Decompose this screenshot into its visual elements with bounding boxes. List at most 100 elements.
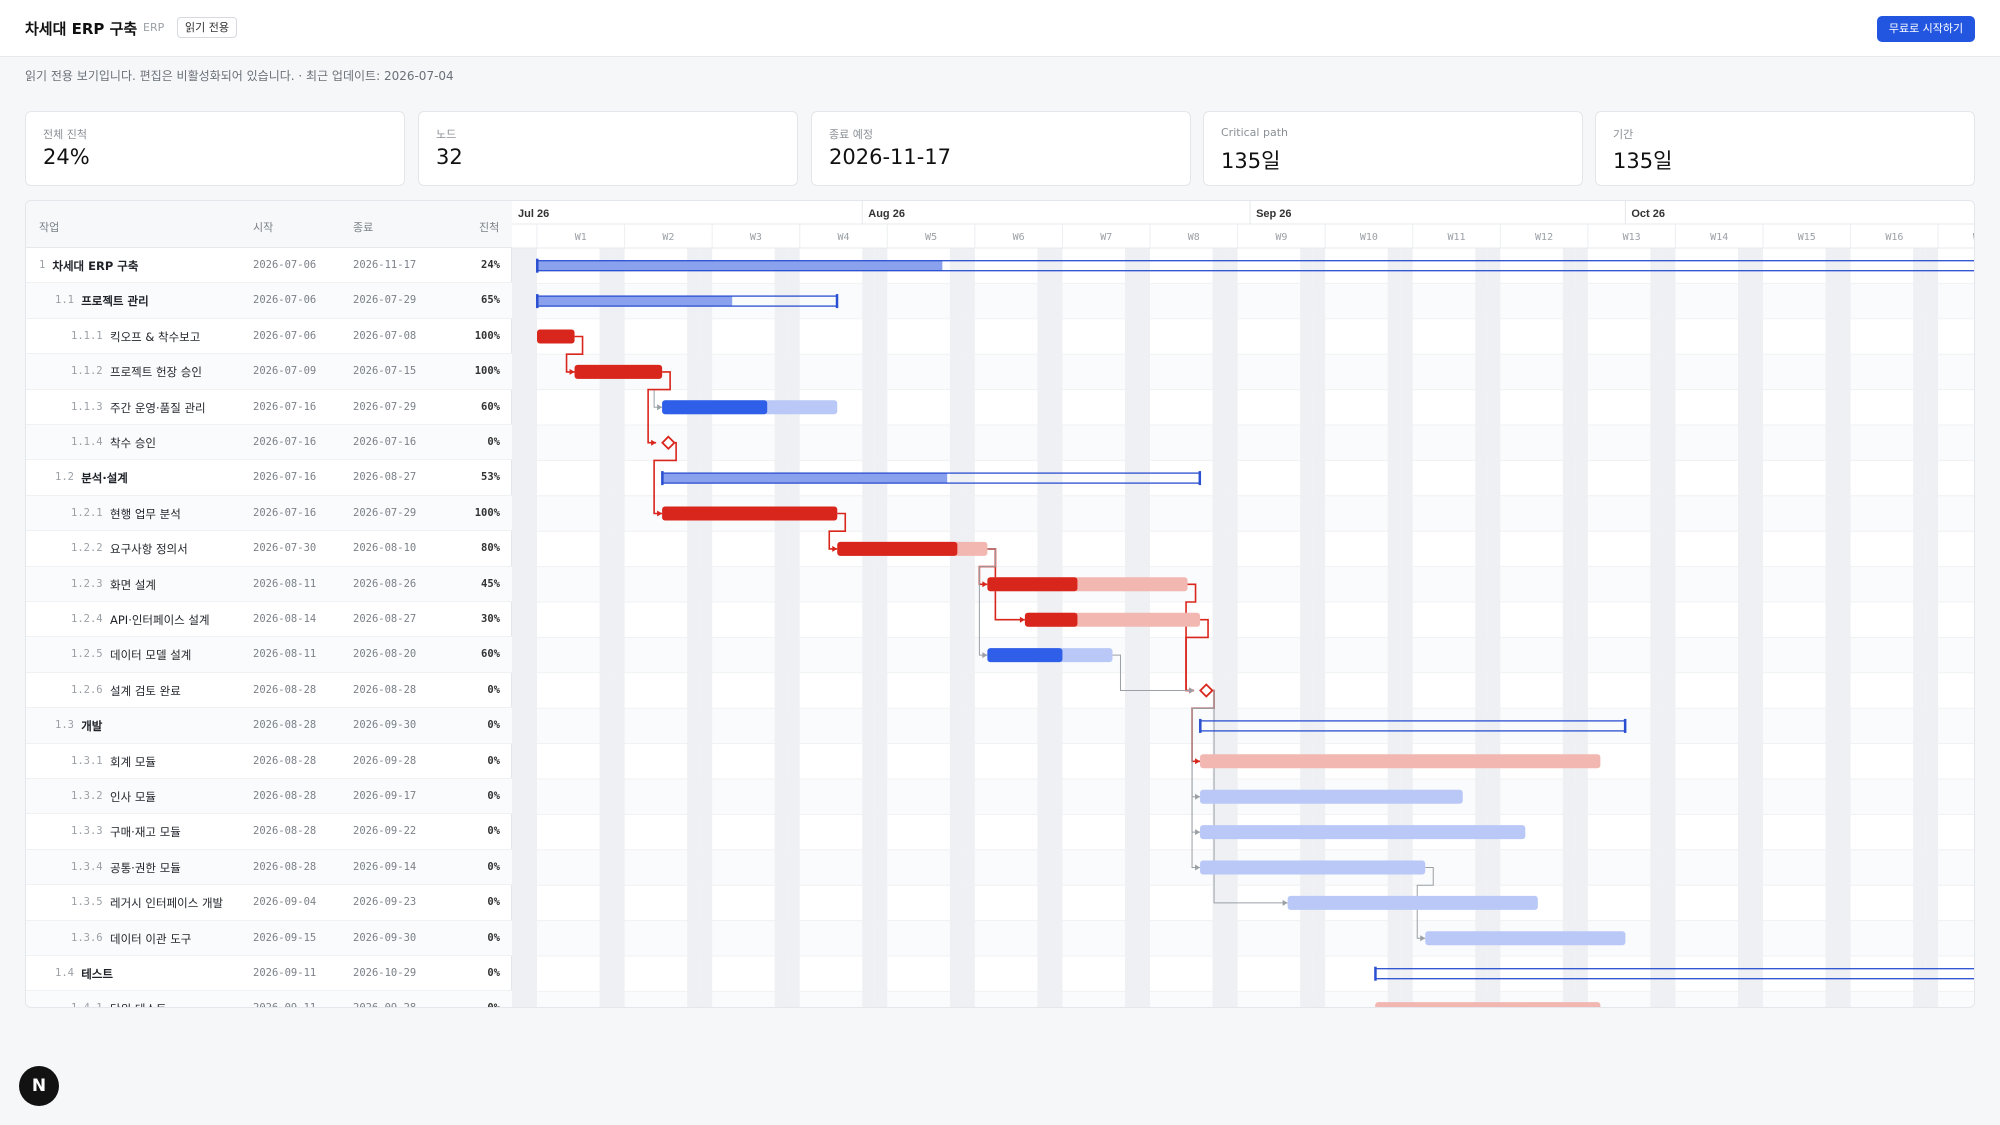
end-date: 2026-09-22 <box>353 825 417 838</box>
start-date: 2026-08-11 <box>253 648 317 661</box>
stat-card-nodes: 노드 32 <box>418 111 798 186</box>
progress-value: 60% <box>481 648 500 661</box>
end-date: 2026-08-27 <box>353 471 417 484</box>
task-bar <box>1425 931 1626 946</box>
table-row[interactable]: 1.2.6 설계 검토 완료 2026-08-28 2026-08-28 0% <box>26 673 512 709</box>
end-date: 2026-11-17 <box>353 259 417 271</box>
table-row[interactable]: 1.1.2 프로젝트 헌장 승인 2026-07-09 2026-07-15 100% <box>26 354 512 390</box>
start-date: 2026-07-16 <box>253 436 317 448</box>
table-row[interactable]: 1.2 분석·설계 2026-07-16 2026-08-27 53% <box>26 460 512 496</box>
column-progress[interactable]: 진척 <box>479 221 500 234</box>
end-date: 2026-09-23 <box>353 896 417 909</box>
dependency-link <box>1416 867 1434 939</box>
task-name: 화면 설계 <box>110 577 156 592</box>
readonly-badge: 읽기 전용 <box>177 17 237 38</box>
table-row[interactable]: 1.3 개발 2026-08-28 2026-09-30 0% <box>26 708 512 744</box>
end-date: 2026-07-08 <box>353 329 417 342</box>
task-bar <box>1200 825 1526 840</box>
table-row[interactable]: 1.4.1 단위 테스트 2026-09-11 2026-09-28 0% <box>26 991 512 1007</box>
next-logo-button[interactable]: N <box>19 1066 59 1106</box>
start-date: 2026-08-14 <box>253 613 317 625</box>
table-row[interactable]: 1.2.1 현행 업무 분석 2026-07-16 2026-07-29 100% <box>26 495 512 532</box>
row-stripe <box>512 637 1974 673</box>
task-name: 설계 검토 완료 <box>110 683 181 698</box>
weekend-column <box>962 248 975 1007</box>
task-bar-progress <box>987 648 1063 663</box>
week-label: W15 <box>1798 232 1816 243</box>
table-row[interactable]: 1.1.1 킥오프 & 착수보고 2026-07-06 2026-07-08 100% <box>26 319 512 355</box>
progress-value: 0% <box>487 931 500 944</box>
task-name: 프로젝트 관리 <box>81 294 149 309</box>
progress-value: 0% <box>487 683 500 696</box>
wbs-code: 1.1 <box>55 294 74 307</box>
start-date: 2026-08-28 <box>253 860 317 873</box>
table-row[interactable]: 1.3.6 데이터 이관 도구 2026-09-15 2026-09-30 0% <box>26 920 512 956</box>
end-date: 2026-07-29 <box>353 294 417 307</box>
summary-bar-progress <box>537 296 733 307</box>
summary-cap <box>1623 718 1627 733</box>
start-free-button[interactable]: 무료로 시작하기 <box>1877 16 1975 42</box>
dependency-arrow <box>982 652 988 659</box>
task-name: 현행 업무 분석 <box>110 506 181 521</box>
wbs-code: 1.1.2 <box>71 365 103 378</box>
table-row[interactable]: 1.2.3 화면 설계 2026-08-11 2026-08-26 45% <box>26 566 512 602</box>
weekend-column <box>1487 248 1501 1007</box>
project-title: 차세대 ERP 구축 <box>25 20 138 38</box>
weekend-column <box>512 248 525 1007</box>
table-row[interactable]: 1.3.1 회계 모듈 2026-08-28 2026-09-28 0% <box>26 744 512 779</box>
column-end[interactable]: 종료 <box>353 221 374 234</box>
wbs-code: 1.3.2 <box>71 790 103 802</box>
stat-card-critical-path: Critical path 135일 <box>1203 111 1583 186</box>
table-row[interactable]: 1.2.5 데이터 모델 설계 2026-08-11 2026-08-20 60% <box>26 637 512 673</box>
week-label: W8 <box>1188 232 1200 243</box>
table-row[interactable]: 1.3.4 공통·권한 모듈 2026-08-28 2026-09-14 0% <box>26 849 512 886</box>
start-date: 2026-08-28 <box>253 790 317 802</box>
table-row[interactable]: 1.3.5 레거시 인터페이스 개발 2026-09-04 2026-09-23 0% <box>26 885 512 921</box>
stat-value: 2026-11-17 <box>829 145 952 169</box>
table-row[interactable]: 1.3.3 구매·재고 모듈 2026-08-28 2026-09-22 0% <box>26 814 512 850</box>
wbs-code: 1.3.1 <box>71 754 103 767</box>
task-name: 차세대 ERP 구축 <box>52 259 139 273</box>
week-label: W17 <box>1973 232 1975 243</box>
table-row[interactable]: 1.1.4 착수 승인 2026-07-16 2026-07-16 0% <box>26 425 512 461</box>
dependency-link <box>647 371 671 444</box>
row-stripe <box>512 283 1974 319</box>
table-row[interactable]: 1.1 프로젝트 관리 2026-07-06 2026-07-29 65% <box>26 283 512 319</box>
weekend-column <box>1037 248 1050 1007</box>
start-date: 2026-07-16 <box>253 506 317 519</box>
task-name: 레거시 인터페이스 개발 <box>110 896 224 911</box>
end-date: 2026-09-30 <box>353 931 417 944</box>
start-date: 2026-08-11 <box>253 577 317 590</box>
progress-value: 24% <box>481 259 500 271</box>
task-bar-progress <box>662 506 838 521</box>
summary-cap <box>1374 966 1377 981</box>
table-row[interactable]: 1.4 테스트 2026-09-11 2026-10-29 0% <box>26 956 512 992</box>
task-name: 프로젝트 헌장 승인 <box>110 365 202 380</box>
stat-card-progress: 전체 진척 24% <box>25 111 405 186</box>
progress-value: 0% <box>487 754 500 767</box>
table-row[interactable]: 1.2.2 요구사항 정의서 2026-07-30 2026-08-10 80% <box>26 531 512 567</box>
wbs-code: 1.3.5 <box>71 896 103 909</box>
row-stripe <box>512 566 1974 602</box>
table-row[interactable]: 1 차세대 ERP 구축 2026-07-06 2026-11-17 24% <box>26 248 512 284</box>
table-row[interactable]: 1.3.2 인사 모듈 2026-08-28 2026-09-17 0% <box>26 779 512 815</box>
table-row[interactable]: 1.1.3 주간 운영·품질 관리 2026-07-16 2026-07-29 60% <box>26 390 512 425</box>
table-row[interactable]: 1.2.4 API·인터페이스 설계 2026-08-14 2026-08-27 30% <box>26 602 512 638</box>
wbs-code: 1.2.4 <box>71 613 103 625</box>
task-name: 테스트 <box>81 967 113 981</box>
progress-value: 0% <box>487 860 500 873</box>
weekend-column <box>1925 248 1939 1007</box>
dependency-arrow <box>832 545 838 552</box>
column-task[interactable]: 작업 <box>39 221 60 234</box>
end-date: 2026-08-20 <box>353 648 417 661</box>
end-date: 2026-08-26 <box>353 577 417 590</box>
week-label: W16 <box>1885 232 1903 243</box>
progress-value: 0% <box>487 825 500 838</box>
task-name: API·인터페이스 설계 <box>110 613 210 627</box>
gantt-panel: 작업 시작 종료 진척 1 차세대 ERP 구축 2026-07-06 2026-11… <box>25 200 1975 1008</box>
task-bar <box>1200 754 1601 769</box>
month-label: Oct 26 <box>1631 208 1665 220</box>
column-start[interactable]: 시작 <box>253 221 274 234</box>
progress-value: 53% <box>481 471 500 484</box>
week-label: W5 <box>925 232 937 243</box>
